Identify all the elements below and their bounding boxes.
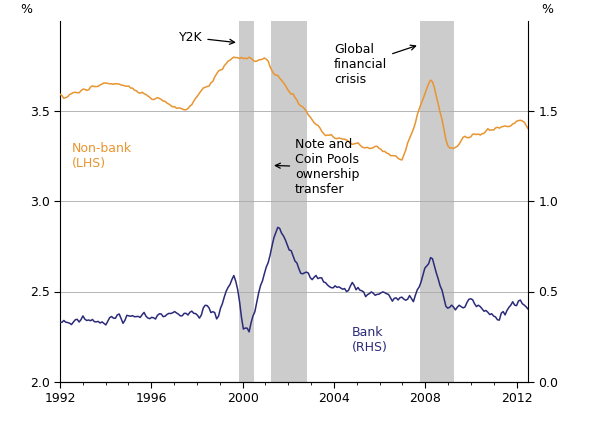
Text: %: % <box>20 3 32 16</box>
Text: Non-bank
(LHS): Non-bank (LHS) <box>71 142 131 170</box>
Bar <box>419 21 454 382</box>
Text: Y2K: Y2K <box>179 31 235 44</box>
Text: Bank
(RHS): Bank (RHS) <box>352 326 388 354</box>
Text: %: % <box>542 3 554 16</box>
Text: Note and
Coin Pools
ownership
transfer: Note and Coin Pools ownership transfer <box>275 138 359 196</box>
Bar <box>239 21 254 382</box>
Bar <box>271 21 307 382</box>
Text: Global
financial
crisis: Global financial crisis <box>334 43 416 86</box>
